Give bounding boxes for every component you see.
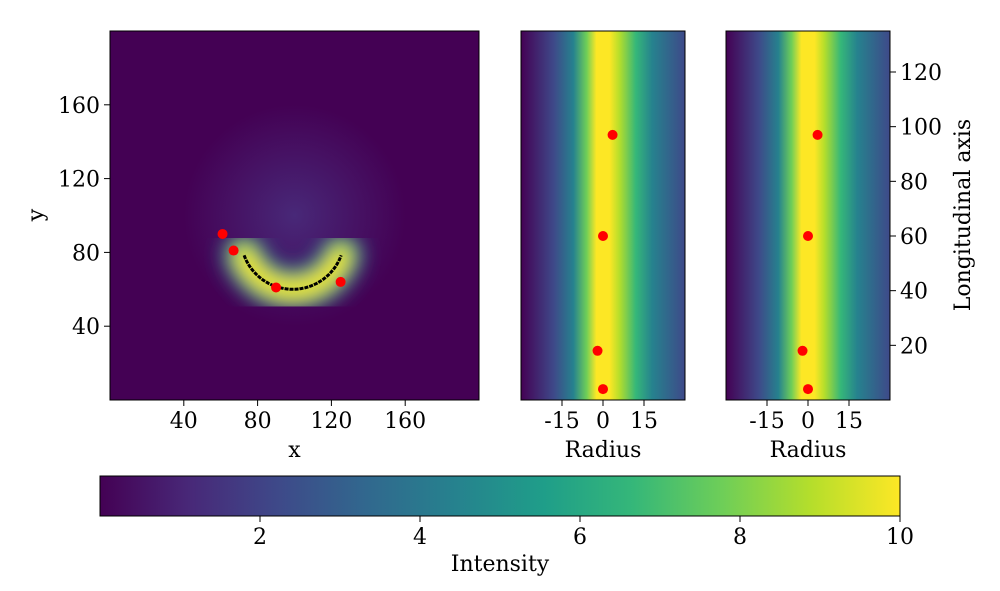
y-tick-label: 160 [58,94,100,119]
marker-point [598,231,608,241]
x-tick-label: 0 [801,409,815,434]
y-tick-label: 60 [900,225,928,250]
straightened-2-x-label: Radius [770,438,847,463]
y-tick-label: 80 [72,241,100,266]
y-tick-label: 40 [900,280,928,305]
marker-point [803,231,813,241]
marker-point [592,345,603,356]
xy-map-markers [217,228,346,293]
marker-point [812,129,823,140]
xy-map-x-ticks: 40 80 120 160 [170,400,426,434]
colorbar-tick-label: 10 [886,525,914,550]
xy-map-panel: 40 80 120 160 40 80 120 160 x y [24,30,480,463]
straightened-1-ribbon [521,31,685,400]
xy-map-halo [110,31,479,400]
straightened-1-x-ticks: -15 0 15 [544,400,658,434]
xy-map-frame [109,30,480,401]
y-tick-label: 120 [900,61,942,86]
centerline-curve [242,254,343,291]
straightened-2-y-ticks: 20 40 60 80 100 120 [890,61,942,359]
marker-point [803,384,813,395]
y-tick-label: 100 [900,116,942,141]
marker-point [607,129,618,140]
y-tick-label: 120 [58,168,100,193]
colorbar-ticks: 2 4 6 8 10 [253,516,914,550]
marker-point [228,245,239,256]
colorbar-gradient [99,475,901,517]
xy-map-y-ticks: 40 80 120 160 [58,94,110,340]
straightened-panel-2: -15 0 15 20 40 60 80 100 120 Radius Longitudina… [725,30,976,463]
y-tick-label: 20 [900,334,928,359]
straightened-2-ribbon [726,31,890,400]
colorbar: 2 4 6 8 10 Intensity [99,475,914,577]
xy-map-x-label: x [288,438,301,463]
y-tick-label: 40 [72,315,100,340]
colorbar-tick-label: 4 [413,525,427,550]
x-tick-label: 0 [596,409,610,434]
straightened-2-y-label: Longitudinal axis [951,119,976,311]
colorbar-tick-label: 8 [733,525,747,550]
x-tick-label: -15 [749,409,784,434]
straightened-1-markers [592,129,618,395]
marker-point [217,228,228,239]
xy-map-y-label: y [24,208,49,222]
straightened-2-x-ticks: -15 0 15 [749,400,863,434]
colorbar-label: Intensity [451,552,550,577]
straightened-2-markers [797,129,823,395]
colorbar-tick-label: 2 [253,525,267,550]
x-tick-label: 80 [244,409,272,434]
colorbar-tick-label: 6 [573,525,587,550]
x-tick-label: -15 [544,409,579,434]
straightened-panel-1: -15 0 15 Radius [520,30,686,463]
x-tick-label: 160 [384,409,426,434]
x-tick-label: 15 [630,409,658,434]
x-tick-label: 120 [310,409,352,434]
marker-point [797,345,808,356]
x-tick-label: 15 [835,409,863,434]
marker-point [335,276,346,287]
y-tick-label: 80 [900,170,928,195]
centerline-path [242,254,343,291]
marker-point [271,282,282,293]
marker-point [598,384,608,395]
x-tick-label: 40 [170,409,198,434]
straightened-1-x-label: Radius [565,438,642,463]
